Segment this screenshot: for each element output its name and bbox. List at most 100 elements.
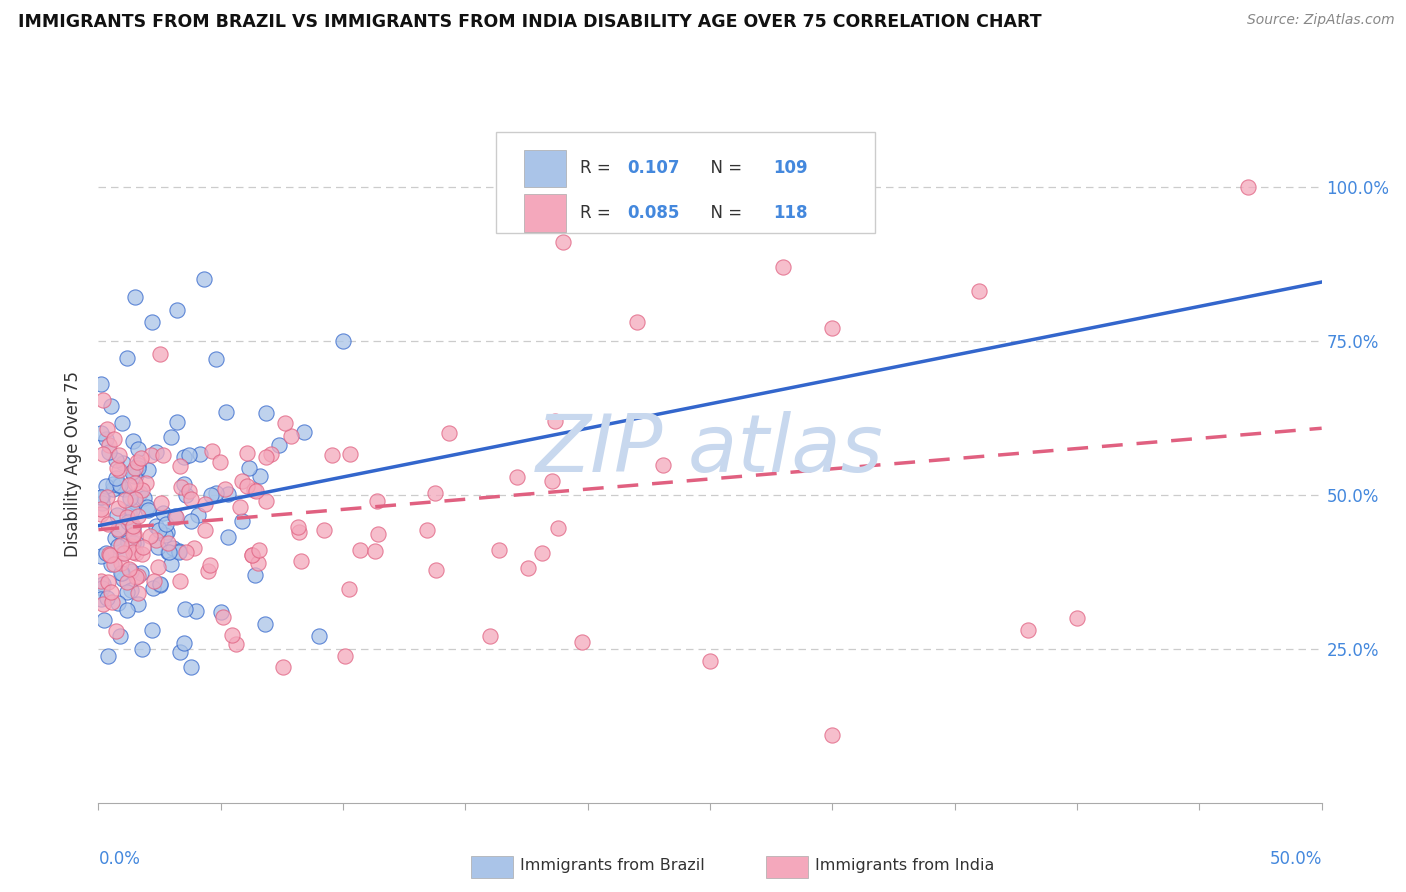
Point: [107, 524, 129, 538]
Point: [117, 510, 139, 524]
Point: [160, 430, 183, 444]
Point: [180, 660, 202, 674]
Point: [173, 450, 195, 464]
Point: [260, 447, 283, 461]
Point: [121, 519, 143, 533]
Point: [157, 545, 180, 559]
Point: [143, 574, 166, 589]
Point: [160, 557, 183, 571]
Point: [139, 529, 162, 543]
Point: [103, 432, 125, 446]
Point: [108, 463, 131, 477]
Point: [247, 542, 270, 557]
Point: [121, 582, 143, 597]
Point: [115, 351, 138, 365]
Point: [127, 597, 149, 611]
Point: [215, 405, 238, 419]
Point: [90, 376, 112, 391]
Point: [120, 491, 142, 505]
Point: [91, 576, 114, 591]
Point: [97, 547, 120, 561]
Point: [488, 543, 510, 558]
Point: [105, 624, 128, 639]
Point: [121, 434, 143, 448]
Text: 109: 109: [773, 160, 808, 178]
Point: [91, 496, 114, 510]
Point: [111, 416, 134, 430]
Point: [152, 449, 174, 463]
Point: [136, 463, 159, 477]
Point: [273, 417, 295, 431]
Point: [150, 496, 173, 510]
Point: [217, 487, 239, 501]
Point: [127, 460, 149, 475]
Point: [165, 509, 187, 524]
Point: [131, 540, 153, 554]
Point: [107, 596, 129, 610]
Point: [117, 535, 139, 549]
Point: [91, 490, 114, 504]
Point: [821, 321, 844, 335]
Point: [131, 483, 153, 497]
Point: [153, 528, 176, 542]
Point: [152, 506, 174, 520]
Point: [100, 557, 122, 571]
Point: [193, 272, 215, 286]
Point: [166, 302, 188, 317]
Point: [98, 438, 121, 452]
Point: [91, 447, 114, 461]
Point: [131, 641, 153, 656]
Point: [131, 548, 153, 562]
Y-axis label: Disability Age Over 75: Disability Age Over 75: [63, 371, 82, 557]
Point: [93, 613, 115, 627]
Point: [108, 448, 131, 462]
Point: [553, 235, 575, 249]
Point: [124, 461, 146, 475]
Point: [117, 516, 139, 530]
Point: [129, 451, 152, 466]
Point: [201, 443, 224, 458]
Point: [122, 469, 145, 483]
Text: 118: 118: [773, 204, 808, 222]
Point: [337, 582, 360, 596]
Point: [90, 490, 112, 504]
Point: [198, 558, 221, 572]
Point: [167, 544, 190, 558]
Point: [146, 540, 169, 554]
Point: [243, 483, 266, 497]
Point: [169, 574, 191, 589]
Point: [110, 566, 132, 580]
Point: [96, 422, 118, 436]
Point: [197, 564, 219, 578]
Point: [236, 446, 259, 460]
Point: [333, 648, 356, 663]
Point: [821, 728, 844, 742]
Point: [156, 524, 179, 539]
Point: [127, 569, 149, 583]
Point: [425, 563, 447, 577]
Point: [107, 500, 129, 515]
Point: [169, 458, 191, 473]
Point: [90, 507, 112, 521]
Text: Immigrants from India: Immigrants from India: [815, 858, 995, 872]
Point: [174, 601, 197, 615]
Point: [129, 486, 152, 500]
Point: [141, 624, 163, 638]
Point: [254, 450, 277, 464]
Point: [118, 506, 141, 520]
Point: [97, 574, 120, 589]
Point: [1066, 611, 1088, 625]
Point: [121, 539, 143, 553]
Point: [247, 556, 270, 570]
Point: [423, 485, 446, 500]
Point: [141, 315, 163, 329]
Point: [112, 545, 135, 559]
Point: [117, 533, 139, 547]
Point: [165, 508, 187, 523]
Point: [292, 425, 315, 440]
Point: [122, 521, 145, 535]
Point: [103, 558, 125, 572]
Point: [101, 477, 124, 491]
Point: [506, 470, 529, 484]
Point: [100, 400, 122, 414]
